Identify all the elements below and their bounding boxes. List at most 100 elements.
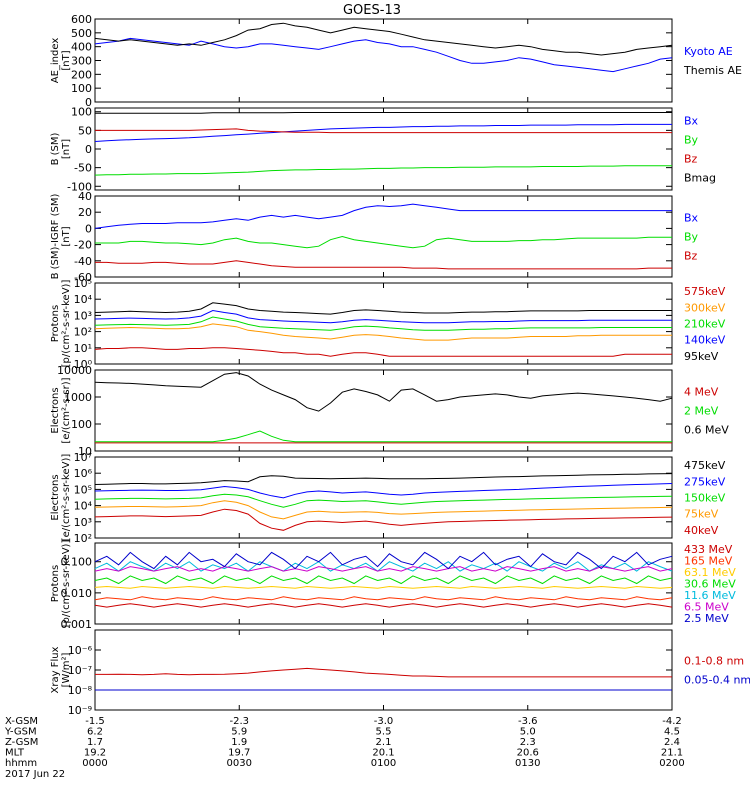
y-tick-label: 10⁻⁹ (68, 704, 92, 717)
panel-frame (94, 542, 673, 625)
y-tick-label: 10³ (74, 516, 92, 529)
y-axis-label: Protons (50, 565, 61, 602)
series-line-11-6-mev (94, 561, 673, 572)
y-axis-label: [nT] (61, 226, 72, 246)
legend-entry-bz: Bz (684, 153, 698, 166)
legend-entry-0-1-0-8-nm: 0.1-0.8 nm (684, 655, 744, 668)
legend-entry-0-05-0-4-nm: 0.05-0.4 nm (684, 674, 750, 687)
y-tick-label: 50 (78, 124, 92, 137)
footer-value: -2.3 (229, 716, 249, 727)
footer-row-label: MLT (5, 748, 25, 759)
footer-value: 19.2 (84, 748, 106, 759)
footer-value: 21.1 (661, 748, 683, 759)
y-tick-label: -20 (74, 239, 92, 252)
legend-entry-bx: Bx (684, 212, 699, 225)
footer-value: 5.0 (520, 727, 536, 738)
legend-entry-11-6-mev: 11.6 MeV (684, 589, 736, 602)
series-line-575kev (94, 347, 672, 357)
panel-b-minus-igrf: -60 -40 -20 0 20 40 B (SM)-IGRF (SM) [nT] Bx By Bz (50, 190, 699, 284)
y-tick-label: -60 (74, 271, 92, 284)
series-line-475kev (94, 473, 673, 485)
series-line-bmag (95, 112, 672, 114)
y-axis-label: [e/(cm²-s-sr)] (61, 377, 72, 443)
y-tick-label: 100 (71, 418, 92, 431)
footer-row-label: X-GSM (5, 716, 38, 727)
y-axis-label: AE_index (50, 38, 61, 84)
plot-title: GOES-13 (343, 3, 401, 18)
series-line-95kev (94, 302, 672, 315)
y-tick-label: 1000 (64, 391, 92, 404)
y-tick-label: 10⁶ (74, 467, 93, 480)
y-tick-label: 0.100 (61, 556, 93, 569)
y-axis-label: Electrons (50, 387, 61, 433)
y-axis-label: [p/(cm²-s-sr-keV)] (61, 540, 72, 628)
footer-value: 0100 (371, 758, 396, 769)
footer-value: 5.5 (376, 727, 392, 738)
y-tick-label: -40 (74, 255, 92, 268)
footer-value: 0030 (227, 758, 252, 769)
series-line-by (94, 165, 672, 176)
legend-entry-by: By (684, 134, 699, 147)
y-tick-label: 10⁷ (74, 451, 92, 464)
legend-entry-40kev: 40keV (684, 524, 719, 537)
legend-entry-300kev: 300keV (684, 301, 726, 314)
legend-entry-2-mev: 2 MeV (684, 405, 719, 418)
legend-entry-165-mev: 165 MeV (684, 554, 733, 567)
footer-value: 2.1 (376, 737, 392, 748)
footer-value: 5.9 (231, 727, 247, 738)
y-axis-label: [nT] (61, 50, 72, 70)
panel-frame (94, 18, 673, 103)
panel-xray-flux: 10⁻⁹ 10⁻⁸ 10⁻⁷ 10⁻⁶ Xray Flux [W/m²] 0.1-0.8 n… (50, 629, 750, 717)
series-line-275kev (94, 483, 673, 499)
legend-entry-4-mev: 4 MeV (684, 386, 719, 399)
y-tick-label: 10⁻⁸ (68, 684, 93, 697)
footer-value: -4.2 (662, 716, 682, 727)
series-line-210kev (94, 316, 672, 331)
panel-electrons-high: 10 100 1000 10000 Electrons [e/(cm²-s-sr)] 4 M… (50, 364, 729, 458)
y-tick-label: 0.010 (61, 587, 93, 600)
y-tick-label: 10⁰ (74, 358, 93, 371)
panel-protons-low: 10⁰ 10¹ 10² 10³ 10⁴ 10⁵ Protons [p/(cm²-s-sr-ke… (50, 277, 726, 371)
panel-frame (94, 195, 673, 278)
legend-entry-433-mev: 433 MeV (684, 543, 733, 556)
y-tick-label: 0.001 (61, 618, 93, 631)
series-line-433-mev (94, 603, 673, 608)
footer-value: 0200 (659, 758, 684, 769)
legend-entry-30-6-mev: 30.6 MeV (684, 578, 736, 591)
series-line-bz (95, 260, 672, 270)
legend-entry-150kev: 150keV (684, 492, 726, 505)
legend-entry-bmag: Bmag (684, 172, 716, 185)
legend-entry-0-6-mev: 0.6 MeV (684, 424, 729, 437)
footer-value: -1.5 (85, 716, 105, 727)
legend-entry-by: By (684, 231, 699, 244)
y-axis-label: [nT] (61, 139, 72, 159)
panel-electrons-low: 10² 10³ 10⁴ 10⁵ 10⁶ 10⁷ Electrons [e/(cm²-s-sr-… (50, 451, 726, 545)
footer-row-label: Z-GSM (5, 737, 38, 748)
panel-frame (94, 629, 673, 711)
y-tick-label: 10⁻⁶ (68, 644, 93, 657)
series-line-63-1-mev (94, 585, 673, 589)
legend-entry-63-1-mev: 63.1 MeV (684, 566, 736, 579)
footer-value: -3.6 (518, 716, 538, 727)
legend-entry-2-5-mev: 2.5 MeV (684, 612, 729, 625)
panel-b-sm: -100 -50 0 50 100 B (SM) [nT] Bx By Bz Bmag (50, 106, 716, 194)
series-line-0-1-0-8-nm (95, 667, 672, 678)
panel-frame (94, 107, 673, 191)
y-tick-label: 40 (78, 190, 92, 203)
y-tick-label: 100 (71, 106, 92, 119)
series-line-bz (95, 128, 672, 134)
series-line-2-5-mev (94, 551, 673, 570)
y-tick-label: 10 (78, 445, 92, 458)
y-axis-label: [p/(cm²-s-sr-keV)] (61, 280, 72, 368)
y-tick-label: 20 (78, 206, 92, 219)
series-line-themis-ae (94, 22, 673, 56)
series-line-2-mev (95, 430, 672, 443)
footer-value: 20.1 (372, 748, 394, 759)
y-tick-label: 10000 (57, 364, 92, 377)
y-axis-label: Electrons (50, 474, 61, 520)
y-tick-label: 500 (71, 27, 92, 40)
series-line-0-6-mev (94, 372, 673, 412)
footer-row-label: hhmm (5, 758, 37, 769)
series-line-kyoto-ae (94, 37, 673, 73)
